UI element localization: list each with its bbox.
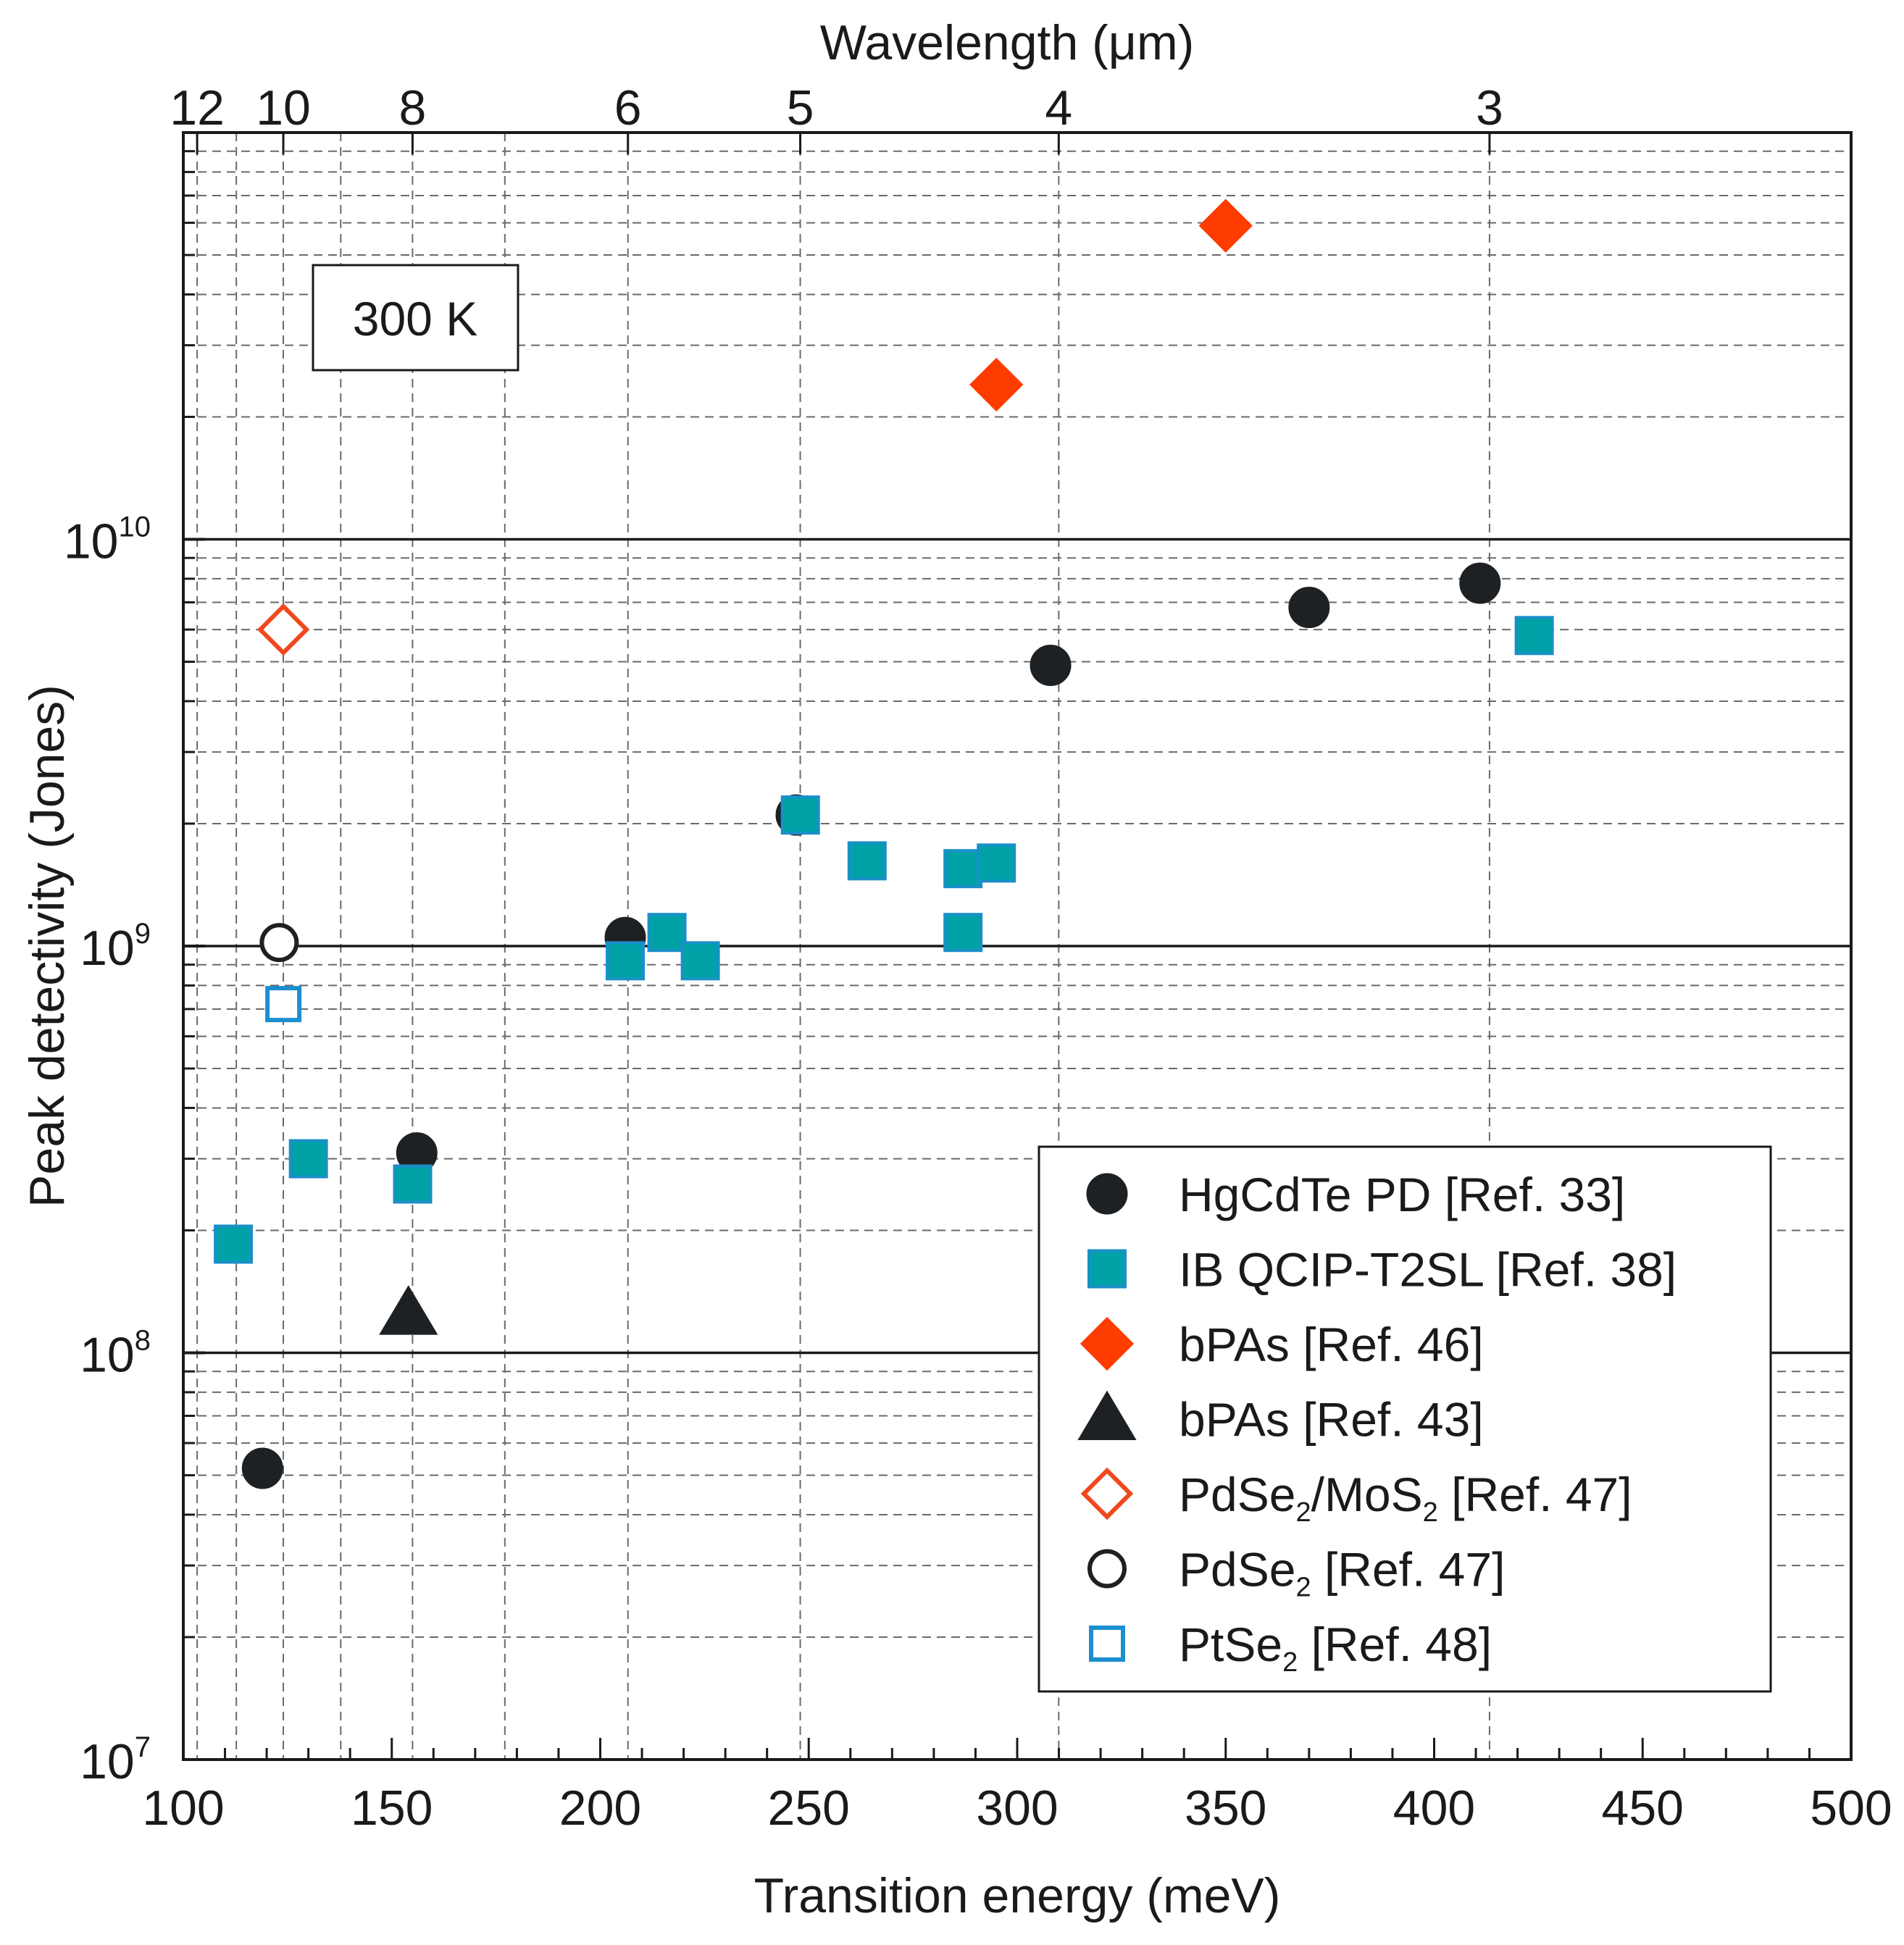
- square-point: [393, 1164, 433, 1204]
- legend: HgCdTe PD [Ref. 33] IB QCIP-T2SL [Ref. 38…: [1037, 1145, 1772, 1693]
- x-tick-label: 150: [351, 1781, 433, 1836]
- square-point: [288, 1139, 328, 1179]
- y-tick-base: 10: [80, 921, 135, 976]
- axis-ticks: [183, 133, 1811, 1761]
- legend-circle-marker: [1087, 1549, 1127, 1589]
- legend-subscript: 2: [1282, 1647, 1298, 1678]
- x-tick-label: 100: [142, 1781, 224, 1836]
- legend-square-marker: [1089, 1626, 1125, 1662]
- square-point: [977, 843, 1016, 883]
- legend-label: HgCdTe PD [Ref. 33]: [1179, 1168, 1625, 1221]
- legend-subscript: 2: [1295, 1497, 1311, 1528]
- square-point: [214, 1224, 254, 1264]
- x-tick-label: 300: [976, 1781, 1058, 1836]
- legend-circle-marker: [1086, 1173, 1128, 1215]
- circle-point: [1288, 587, 1330, 629]
- square-point: [943, 849, 983, 889]
- diamond-point: [256, 603, 310, 656]
- legend-triangle-marker: [1077, 1390, 1137, 1440]
- x-tick-label: 450: [1602, 1781, 1684, 1836]
- x-tick-label: 500: [1810, 1781, 1892, 1836]
- circle-point: [259, 923, 299, 963]
- y-tick-label: 109: [80, 918, 151, 976]
- legend-label: bPAs [Ref. 43]: [1179, 1393, 1484, 1447]
- y-tick-base: 10: [80, 1328, 135, 1383]
- y-tick-exponent: 10: [119, 511, 151, 543]
- square-point: [606, 941, 646, 981]
- y-tick-label: 108: [80, 1325, 151, 1383]
- square-point: [647, 913, 687, 953]
- y-tick-exponent: 7: [135, 1731, 151, 1763]
- legend-items: HgCdTe PD [Ref. 33] IB QCIP-T2SL [Ref. 38…: [1077, 1168, 1677, 1678]
- temperature-annotation: 300 K: [312, 264, 519, 372]
- legend-label: bPAs [Ref. 46]: [1179, 1318, 1484, 1371]
- x2-tick-label: 12: [170, 80, 225, 135]
- x2-tick-label: 8: [398, 80, 426, 135]
- x-tick-labels: 100 150 200 250 300 350 400 450 500: [142, 1781, 1892, 1836]
- x-tick-label: 200: [559, 1781, 641, 1836]
- y-tick-label: 107: [80, 1731, 151, 1789]
- circle-point: [1030, 644, 1072, 686]
- y-tick-base: 10: [64, 514, 119, 569]
- triangle-point: [379, 1285, 438, 1335]
- x2-tick-label: 6: [614, 80, 642, 135]
- diamond-point: [1198, 198, 1253, 253]
- square-point: [1514, 616, 1554, 656]
- legend-box: [1037, 1145, 1772, 1693]
- legend-label: PtSe2 [Ref. 48]: [1179, 1618, 1492, 1678]
- annotation-box: [312, 264, 519, 372]
- circle-point: [1459, 562, 1501, 604]
- x-tick-label: 250: [768, 1781, 850, 1836]
- legend-text-part: PdSe: [1179, 1543, 1295, 1597]
- y-tick-label: 1010: [64, 511, 151, 569]
- legend-label: PdSe2 [Ref. 47]: [1179, 1543, 1505, 1603]
- x2-tick-label: 5: [787, 80, 814, 135]
- legend-text-part: [Ref. 47]: [1311, 1543, 1506, 1597]
- x-tick-label: 400: [1393, 1781, 1475, 1836]
- legend-diamond-marker: [1080, 1316, 1135, 1371]
- square-point: [265, 986, 302, 1023]
- x2-tick-label: 3: [1476, 80, 1503, 135]
- square-point: [847, 841, 887, 881]
- legend-text-part: PtSe: [1179, 1618, 1282, 1671]
- y-tick-base: 10: [80, 1734, 135, 1789]
- legend-text-part: [Ref. 47]: [1438, 1468, 1632, 1521]
- legend-text-part: [Ref. 48]: [1298, 1618, 1492, 1671]
- legend-text-part: /MoS: [1311, 1468, 1423, 1521]
- x2-tick-label: 10: [256, 80, 311, 135]
- legend-text-part: PdSe: [1179, 1468, 1295, 1521]
- y-tick-exponent: 9: [135, 918, 151, 950]
- legend-subscript: 2: [1295, 1573, 1311, 1603]
- y-tick-exponent: 8: [135, 1325, 151, 1357]
- annotation-text: 300 K: [353, 292, 477, 346]
- x2-tick-label: 4: [1045, 80, 1072, 135]
- legend-subscript: 2: [1423, 1497, 1438, 1528]
- square-point: [943, 913, 983, 953]
- legend-label: PdSe2/MoS2 [Ref. 47]: [1179, 1468, 1632, 1528]
- circle-point: [241, 1447, 283, 1489]
- square-point: [680, 941, 720, 981]
- x-axis-title: Transition energy (meV): [754, 1868, 1281, 1923]
- y-axis-title: Peak detectivity (Jones): [20, 685, 75, 1208]
- diamond-point: [969, 357, 1024, 412]
- x-tick-label: 350: [1185, 1781, 1266, 1836]
- legend-label: IB QCIP-T2SL [Ref. 38]: [1179, 1243, 1677, 1297]
- wavelength-tick-labels: 12 10 8 6 5 4 3: [170, 80, 1503, 135]
- x2-axis-title: Wavelength (μm): [820, 15, 1195, 70]
- data-points: [214, 198, 1554, 1489]
- legend-diamond-marker: [1080, 1467, 1134, 1521]
- legend-square-marker: [1087, 1249, 1127, 1289]
- square-point: [780, 795, 820, 835]
